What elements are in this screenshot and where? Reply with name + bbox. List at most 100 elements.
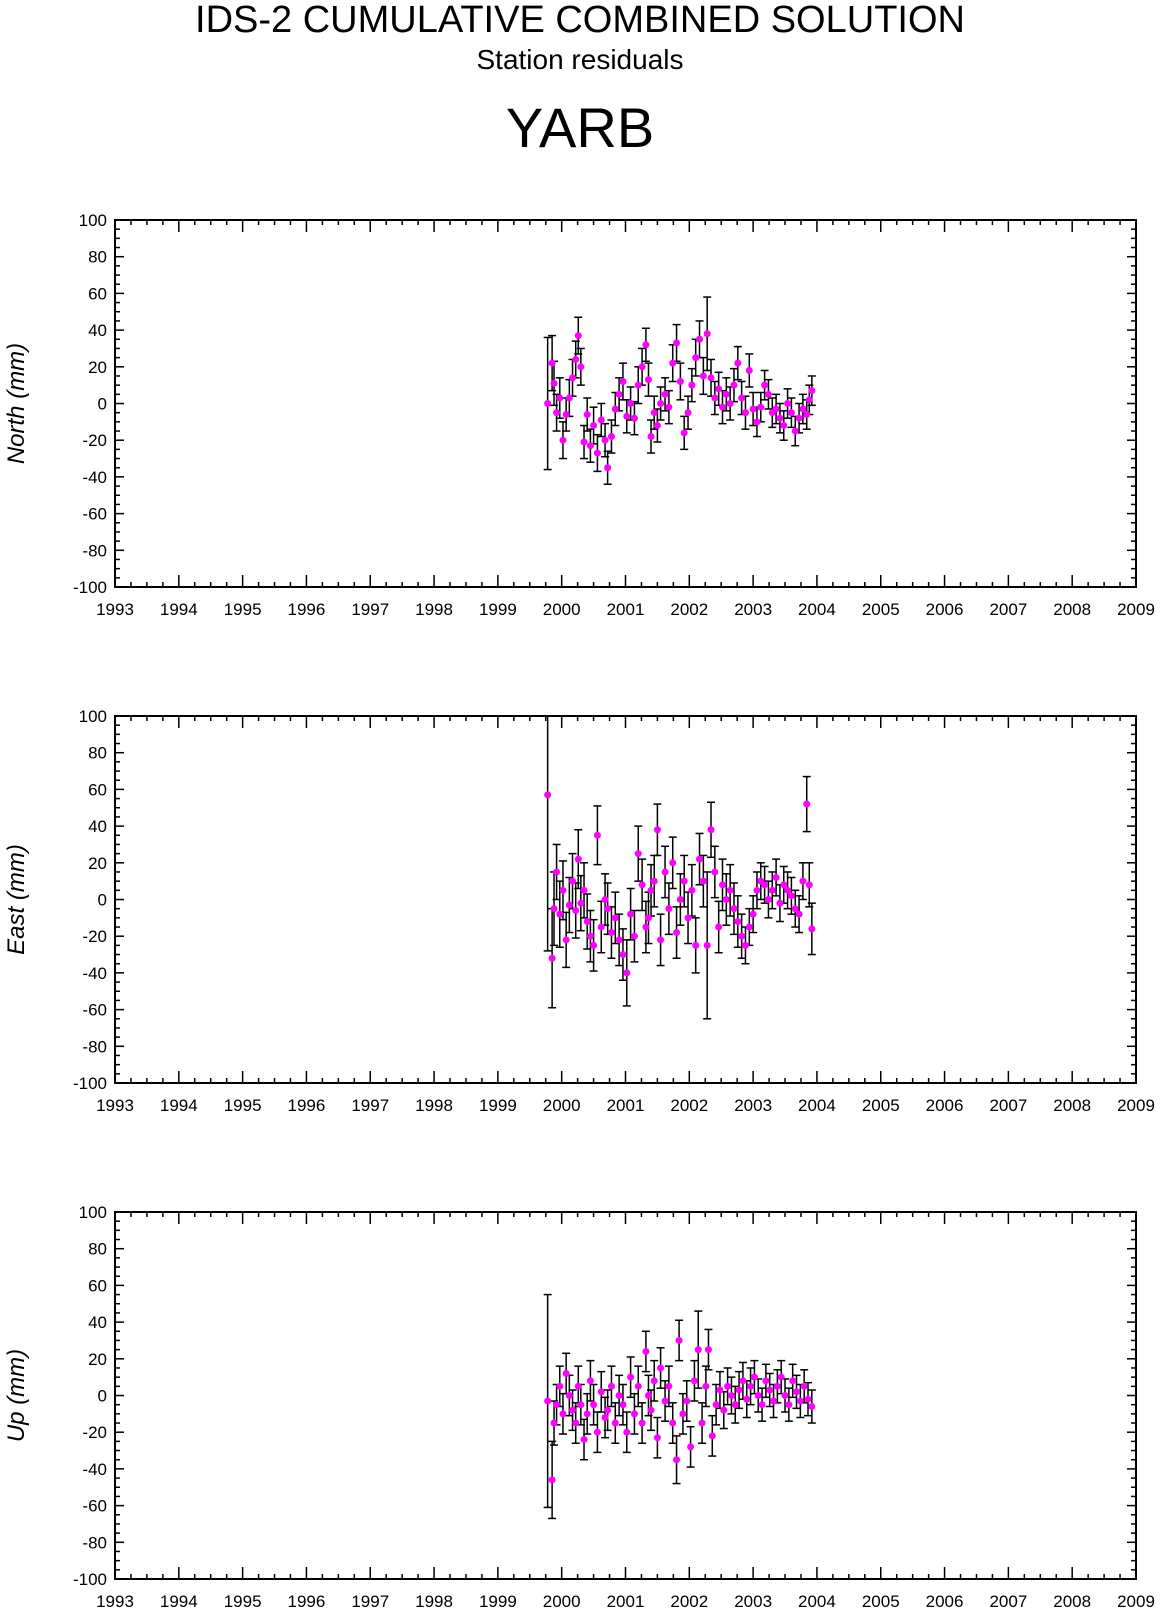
- north-data-point: [738, 394, 746, 402]
- up-y-tick-label: -40: [82, 1460, 107, 1479]
- east-data-point: [583, 918, 591, 926]
- east-y-tick-label: 80: [88, 744, 107, 763]
- east-data-point: [741, 941, 749, 949]
- north-data-point: [741, 409, 749, 417]
- east-data-point: [619, 951, 627, 959]
- up-data-point: [550, 1419, 558, 1427]
- up-data-point: [750, 1373, 758, 1381]
- up-data-point: [615, 1392, 623, 1399]
- up-data-point: [619, 1401, 627, 1409]
- up-data-point: [702, 1382, 710, 1390]
- north-data-point: [749, 405, 757, 413]
- up-x-tick-label: 1999: [479, 1592, 517, 1611]
- east-data-point: [795, 910, 803, 918]
- east-data-point: [556, 910, 564, 918]
- up-data-point: [544, 1397, 552, 1405]
- north-data-point: [593, 449, 601, 457]
- north-data-point: [684, 409, 692, 417]
- north-x-tick-label: 2003: [734, 600, 772, 619]
- north-data-point: [544, 400, 552, 407]
- north-data-point: [569, 374, 577, 382]
- north-data-point: [799, 405, 807, 413]
- north-x-tick-label: 1994: [160, 600, 198, 619]
- up-y-tick-label: -60: [82, 1497, 107, 1516]
- east-data-point: [627, 910, 635, 918]
- up-data-point: [601, 1414, 609, 1422]
- north-data-point: [707, 374, 715, 382]
- up-data-point: [690, 1377, 698, 1385]
- up-data-point: [712, 1401, 720, 1409]
- north-data-point: [715, 385, 723, 393]
- up-x-tick-label: 2000: [543, 1592, 581, 1611]
- north-data-point: [642, 341, 650, 349]
- north-data-point: [669, 359, 677, 367]
- north-data-point: [726, 400, 734, 407]
- up-data-point: [679, 1410, 687, 1418]
- north-x-tick-label: 1997: [351, 600, 389, 619]
- east-data-point: [634, 850, 642, 858]
- up-data-point: [716, 1386, 724, 1394]
- east-y-tick-label: -100: [73, 1074, 107, 1093]
- north-data-point: [650, 409, 658, 417]
- north-data-point: [634, 381, 642, 389]
- up-x-tick-label: 2009: [1117, 1592, 1155, 1611]
- east-data-point: [623, 969, 631, 977]
- up-x-tick-label: 1994: [160, 1592, 198, 1611]
- north-data-point: [559, 436, 567, 444]
- up-y-tick-label: -80: [82, 1533, 107, 1552]
- east-data-point: [593, 831, 601, 839]
- north-x-tick-label: 1993: [96, 600, 134, 619]
- up-data-point: [604, 1406, 612, 1414]
- east-data-point: [684, 914, 692, 922]
- up-data-point: [556, 1382, 564, 1390]
- north-x-tick-label: 2007: [989, 600, 1027, 619]
- north-data-point: [601, 436, 609, 444]
- up-y-tick-label: 60: [88, 1276, 107, 1295]
- north-y-tick-label: 20: [88, 358, 107, 377]
- up-x-tick-label: 2005: [862, 1592, 900, 1611]
- up-data-point: [747, 1382, 755, 1390]
- east-data-point: [707, 826, 715, 834]
- north-data-point: [753, 418, 761, 426]
- east-data-point: [665, 905, 673, 913]
- up-data-point: [731, 1401, 739, 1409]
- north-data-point: [688, 381, 696, 389]
- east-data-point: [680, 877, 688, 885]
- north-y-tick-label: -20: [82, 431, 107, 450]
- east-data-point: [590, 941, 598, 949]
- up-x-tick-label: 2008: [1053, 1592, 1091, 1611]
- up-data-point: [708, 1432, 716, 1440]
- east-data-point: [772, 873, 780, 881]
- east-data-point: [745, 923, 753, 931]
- up-y-tick-label: 100: [79, 1203, 107, 1222]
- east-data-point: [569, 877, 577, 885]
- north-data-point: [803, 411, 811, 419]
- up-data-point: [770, 1397, 778, 1405]
- east-x-tick-label: 1997: [351, 1096, 389, 1115]
- east-x-tick-label: 2001: [607, 1096, 645, 1115]
- up-y-tick-label: -20: [82, 1423, 107, 1442]
- up-y-tick-label: -100: [73, 1570, 107, 1589]
- up-data-point: [657, 1364, 665, 1372]
- up-data-point: [607, 1382, 615, 1390]
- up-data-point: [800, 1382, 808, 1390]
- north-data-point: [699, 372, 707, 380]
- up-data-point: [559, 1410, 567, 1418]
- north-data-point: [586, 442, 594, 450]
- up-data-point: [724, 1382, 732, 1390]
- north-y-tick-label: 100: [79, 211, 107, 230]
- north-data-point: [556, 394, 564, 402]
- east-y-tick-label: 20: [88, 854, 107, 873]
- east-x-tick-label: 2007: [989, 1096, 1027, 1115]
- east-x-tick-label: 2004: [798, 1096, 836, 1115]
- north-data-point: [572, 355, 580, 363]
- up-data-point: [630, 1410, 638, 1418]
- up-data-point: [665, 1382, 673, 1390]
- up-data-point: [611, 1419, 619, 1427]
- up-data-point: [735, 1386, 743, 1394]
- north-data-point: [673, 339, 681, 347]
- north-data-point: [757, 403, 765, 411]
- up-x-tick-label: 2006: [926, 1592, 964, 1611]
- north-x-tick-label: 2008: [1053, 600, 1091, 619]
